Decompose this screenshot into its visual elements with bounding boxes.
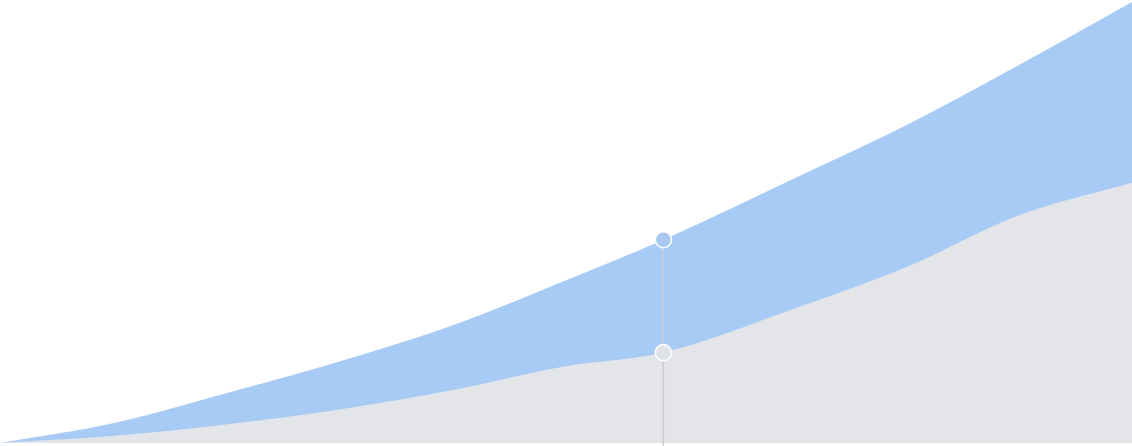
area-series-1 bbox=[0, 182, 1132, 443]
hover-layer bbox=[654, 230, 673, 446]
hover-marker-series-1[interactable] bbox=[654, 343, 673, 362]
hover-marker-series-2[interactable] bbox=[654, 230, 673, 249]
